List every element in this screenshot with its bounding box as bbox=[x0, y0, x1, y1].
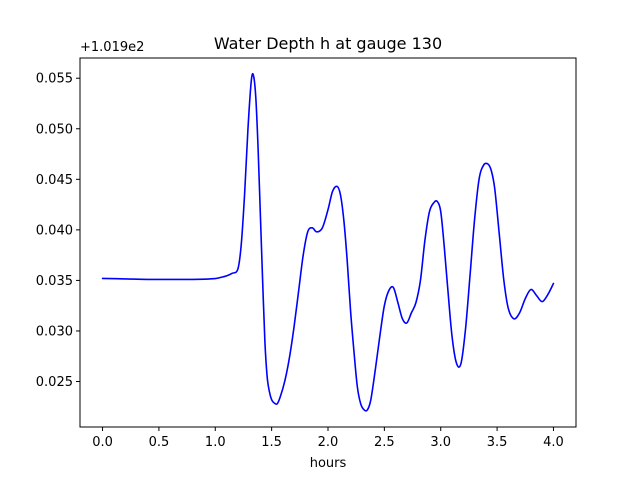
y-tick-label: 0.050 bbox=[36, 122, 73, 137]
x-tick-label: 3.5 bbox=[487, 435, 508, 450]
x-tick-label: 0.0 bbox=[92, 435, 113, 450]
x-tick-label: 0.5 bbox=[149, 435, 170, 450]
series-layer bbox=[101, 72, 555, 412]
x-tick-label: 4.0 bbox=[543, 435, 564, 450]
y-tick-label: 0.030 bbox=[36, 324, 73, 339]
y-tick-label: 0.025 bbox=[36, 375, 73, 390]
y-tick-label: 0.035 bbox=[36, 274, 73, 289]
y-tick-label: 0.055 bbox=[36, 72, 73, 87]
x-axis-label: hours bbox=[310, 456, 347, 471]
y-tick-label: 0.045 bbox=[36, 173, 73, 188]
series-line bbox=[101, 72, 555, 412]
x-tick-label: 1.0 bbox=[205, 435, 226, 450]
x-tick-label: 2.5 bbox=[374, 435, 395, 450]
y-tick-label: 0.040 bbox=[36, 223, 73, 238]
x-tick-label: 1.5 bbox=[261, 435, 282, 450]
ticks-layer: 0.0 0.5 1.0 1.5 2.0 2.5 3.0 3.5 4.0 0.025 0.030 0.0… bbox=[36, 72, 564, 450]
x-tick-label: 3.0 bbox=[430, 435, 451, 450]
y-offset-label: +1.019e2 bbox=[80, 40, 144, 55]
plot-area-frame bbox=[79, 57, 577, 428]
x-tick-label: 2.0 bbox=[318, 435, 339, 450]
chart-title: Water Depth h at gauge 130 bbox=[214, 34, 442, 53]
